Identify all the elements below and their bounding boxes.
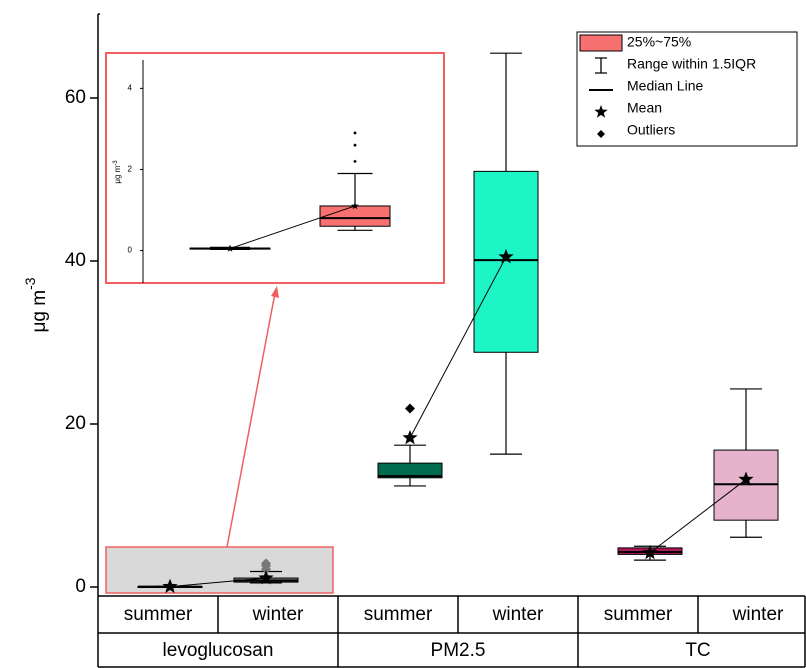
outlier [405, 403, 415, 414]
y-tick-label: 40 [65, 250, 86, 271]
mean-marker [351, 202, 359, 210]
box [473, 170, 539, 353]
zoom-arrow-head [271, 286, 279, 298]
box [377, 462, 443, 479]
legend-label: Outliers [627, 122, 675, 138]
mean-connector [409, 256, 507, 439]
outlier [261, 558, 271, 569]
x-tick-label: summer [124, 604, 193, 625]
y-axis-label-sup: -3 [22, 277, 38, 290]
mean-marker [402, 429, 418, 445]
inset-frame [105, 52, 445, 284]
x-tick-label: summer [364, 604, 433, 625]
x-tick-label: winter [492, 604, 544, 625]
group-label: PM2.5 [431, 640, 486, 661]
inset-y-tick-label: 2 [128, 165, 133, 174]
inset-y-axis-label-sup: -3 [113, 160, 119, 166]
legend-label: 25%~75% [627, 34, 691, 50]
legend-whisker-icon [595, 57, 607, 74]
outlier [353, 159, 357, 164]
y-axis-label-text: μg m [29, 290, 50, 333]
x-tick-label: summer [604, 604, 673, 625]
mean-marker [258, 570, 274, 585]
legend-label: Range within 1.5IQR [627, 56, 756, 72]
inset-y-tick-label: 0 [128, 246, 133, 255]
legend-swatch [579, 34, 623, 52]
mean-connector [169, 577, 267, 588]
legend-outlier-icon [597, 130, 605, 138]
x-tick-label: winter [252, 604, 304, 625]
group-label: levoglucosan [163, 640, 274, 661]
mean-marker [642, 544, 658, 560]
x-tick-label: winter [732, 604, 784, 625]
outlier [353, 143, 357, 147]
y-tick-label: 60 [65, 87, 86, 108]
group-label: TC [685, 640, 710, 661]
inset-y-tick-label: 4 [128, 83, 133, 92]
mean-marker [498, 248, 514, 264]
zoom-region [105, 546, 334, 594]
y-axis-label: μg m-3 [22, 277, 50, 332]
box [319, 205, 391, 227]
inset-y-axis-label-text: μg m [113, 165, 122, 183]
legend-mean-icon [594, 105, 608, 118]
mean-connector [229, 205, 356, 250]
mean-marker [738, 471, 754, 486]
mean-marker [226, 244, 234, 252]
y-tick-label: 0 [75, 576, 86, 597]
y-tick-label: 20 [65, 413, 86, 434]
outlier [353, 131, 357, 135]
legend-label: Median Line [627, 78, 703, 94]
zoom-arrow [226, 292, 276, 548]
mean-marker [162, 578, 178, 594]
legend-label: Mean [627, 100, 662, 116]
mean-connector [649, 479, 747, 554]
inset-y-axis-label: μg m-3 [113, 160, 123, 184]
